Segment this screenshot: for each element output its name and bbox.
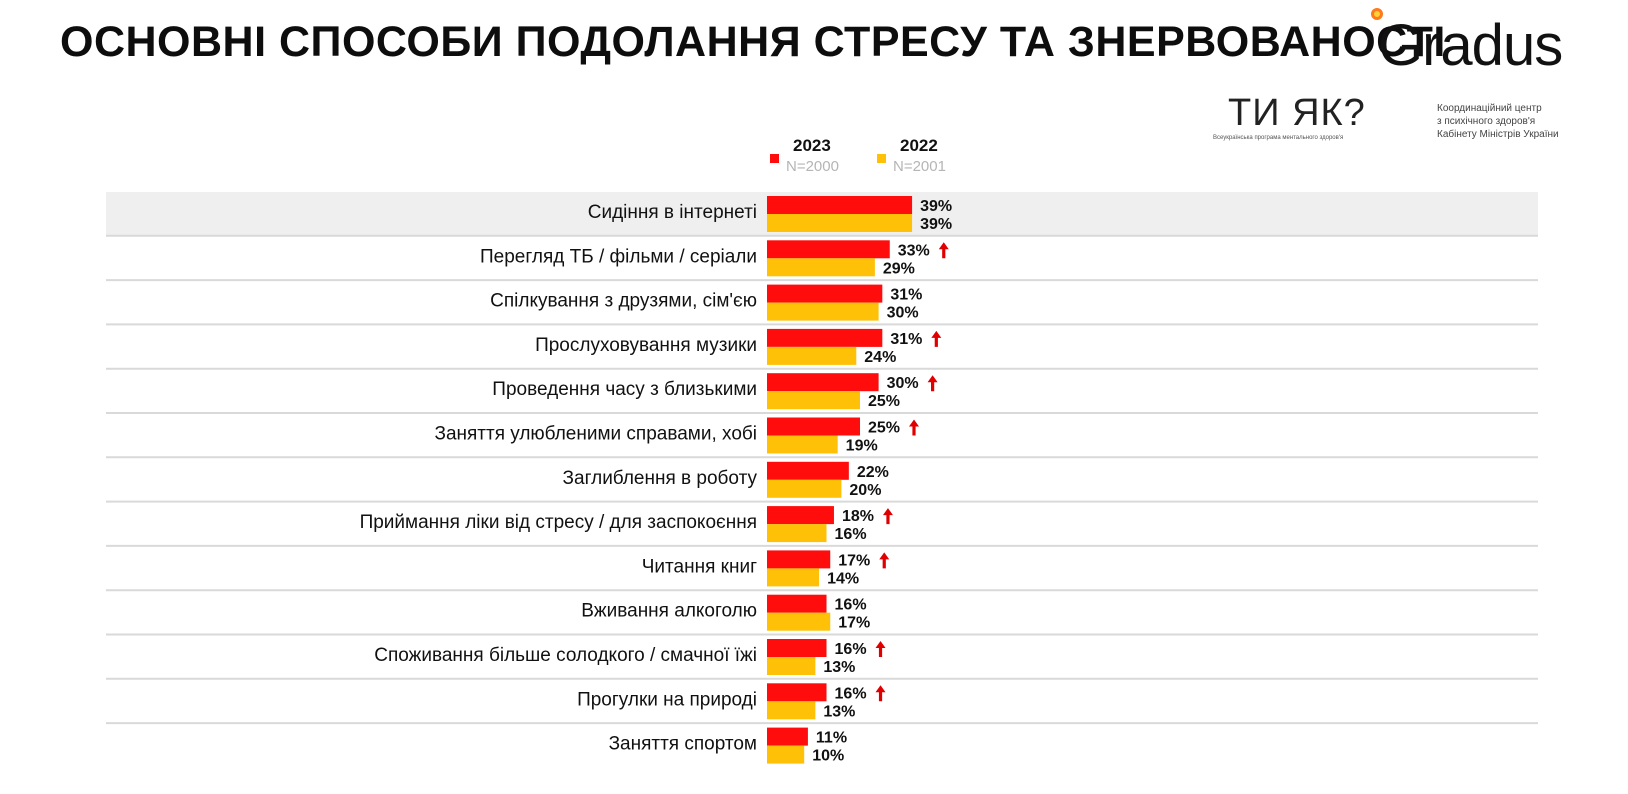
category-label: Спілкування з друзями, сім'єю [490,291,757,312]
coordination-line-1: Координаційний центр [1437,103,1542,114]
data-label-2022: 14% [827,570,859,587]
bar-2023 [767,284,883,303]
tiyak-tagline: Всеукраїнська програма ментального здоро… [1213,135,1344,141]
bar-2023 [767,727,808,746]
bar-2022 [767,568,820,587]
legend-year-2023: 2023 [793,136,831,155]
bar-2023 [767,328,883,347]
data-label-2022: 29% [883,260,915,277]
category-label: Заняття спортом [609,734,757,755]
category-label: Заглиблення в роботу [563,468,758,489]
data-label-2023: 16% [835,597,867,614]
bar-2023 [767,639,827,657]
increase-arrow-icon [879,552,890,569]
data-label-2022: 24% [864,349,896,366]
bar-2022 [767,745,805,764]
data-label-2022: 39% [920,216,952,233]
category-label: Прослуховування музики [535,335,757,356]
data-label-2022: 16% [835,526,867,543]
data-label-2023: 16% [835,641,867,658]
category-label: Споживання більше солодкого / смачної їж… [374,645,757,666]
category-label: Вживання алкоголю [581,601,757,622]
increase-arrow-icon [909,419,919,436]
bar-2023 [767,417,860,436]
legend-n-2022: N=2001 [893,158,946,175]
data-label-2022: 10% [812,748,844,765]
category-label: Проведення часу з близькими [492,379,757,400]
data-label-2023: 16% [835,685,867,702]
bar-2022 [767,391,860,410]
category-label: Прогулки на природі [577,689,757,710]
chart-title: ОСНОВНІ СПОСОБИ ПОДОЛАННЯ СТРЕСУ ТА ЗНЕР… [60,18,1446,66]
bar-2022 [767,612,831,631]
bar-2022 [767,214,913,232]
legend-year-2022: 2022 [900,136,938,155]
data-label-2023: 17% [838,552,870,569]
data-label-2022: 19% [846,438,878,455]
bar-2023 [767,506,834,525]
increase-arrow-icon [927,375,938,392]
bar-2022 [767,435,838,454]
category-label: Приймання ліки від стресу / для заспокоє… [360,512,757,533]
increase-arrow-icon [931,330,942,347]
gradus-logo-text: Gradus [1378,13,1563,78]
legend-n-2023: N=2000 [786,158,839,175]
coordination-line-2: з психічного здоров'я [1437,116,1536,127]
bar-2023 [767,550,831,569]
bar-2022 [767,657,816,675]
data-label-2022: 30% [887,305,919,322]
data-label-2023: 31% [890,331,922,348]
data-label-2023: 31% [890,287,922,304]
data-label-2023: 30% [887,375,919,392]
category-label: Заняття улюбленими справами, хобі [434,424,757,445]
coordination-center-label: Координаційний центр з психічного здоров… [1437,102,1559,141]
data-label-2023: 25% [868,420,900,437]
coordination-line-3: Кабінету Міністрів України [1437,129,1559,140]
gradus-logo-dot [1371,8,1383,20]
bar-2022 [767,479,842,498]
bar-2023 [767,683,827,702]
data-label-2022: 17% [838,615,870,632]
bar-2022 [767,346,857,365]
data-label-2023: 11% [816,730,847,747]
legend-swatch-2023 [770,154,779,163]
data-label-2023: 39% [920,198,952,215]
category-label: Перегляд ТБ / фільми / серіали [480,246,757,267]
data-label-2022: 13% [823,703,855,720]
bar-2023 [767,373,879,392]
tiyak-logo-text: ТИ ЯК? [1228,92,1366,134]
data-label-2023: 18% [842,508,874,525]
bar-2023 [767,594,827,613]
bar-2022 [767,701,816,720]
bar-2023 [767,196,913,214]
increase-arrow-icon [882,508,893,525]
category-label: Читання книг [642,556,757,577]
bar-2022 [767,302,879,321]
bar-2022 [767,258,875,277]
category-label: Сидіння в інтернеті [588,202,757,223]
bar-2022 [767,524,827,543]
increase-arrow-icon [875,641,886,657]
data-label-2022: 25% [868,393,900,410]
bar-2023 [767,240,890,259]
legend-swatch-2022 [877,154,886,163]
data-label-2023: 22% [857,464,889,481]
data-label-2022: 13% [823,659,855,676]
bar-2023 [767,461,849,480]
increase-arrow-icon [938,242,949,259]
data-label-2023: 33% [898,242,930,259]
data-label-2022: 20% [849,482,881,499]
increase-arrow-icon [875,685,886,702]
